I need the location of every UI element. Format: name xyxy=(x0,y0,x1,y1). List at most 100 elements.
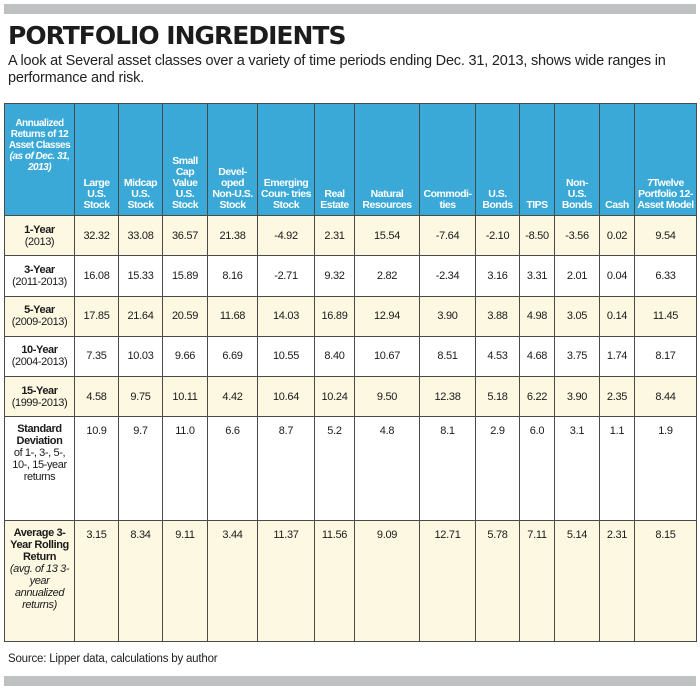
table-cell: 0.04 xyxy=(599,255,635,297)
table-cell: 4.98 xyxy=(519,295,555,337)
table-row: Average 3-Year Rolling Return (avg. of 13… xyxy=(4,520,697,642)
table-cell: 10.9 xyxy=(74,416,119,522)
table-cell: 3.1 xyxy=(554,416,600,522)
table-cell: 9.75 xyxy=(118,376,163,418)
table-cell: -2.34 xyxy=(419,255,476,297)
table-cell: 36.57 xyxy=(162,214,208,257)
table-cell: 7.11 xyxy=(519,520,555,642)
table-cell: 10.55 xyxy=(257,335,315,378)
column-header: Devel- oped Non-U.S. Stock xyxy=(207,103,258,216)
table-cell: 10.64 xyxy=(257,376,315,418)
row-label-note: (avg. of 13 3-year annualized returns) xyxy=(9,563,70,612)
table-cell: 0.14 xyxy=(599,295,635,337)
table-cell: 8.44 xyxy=(634,376,697,418)
corner-header: Annualized Returns of 12 Asset Classes (… xyxy=(4,103,75,216)
page-title: PORTFOLIO INGREDIENTS xyxy=(8,21,346,50)
table-cell: 9.66 xyxy=(162,335,208,378)
table-cell: 11.45 xyxy=(634,295,697,337)
column-header: Non- U.S. Bonds xyxy=(554,103,600,216)
table-cell: 16.89 xyxy=(314,295,355,337)
table-row: Standard Deviation of 1-, 3-, 5-, 10-, 15… xyxy=(4,416,697,522)
table-cell: 4.53 xyxy=(475,335,520,378)
table-cell: -8.50 xyxy=(519,214,555,257)
table-cell: 5.78 xyxy=(475,520,520,642)
column-header: Emerging Coun- tries Stock xyxy=(257,103,315,216)
table-cell: 12.94 xyxy=(354,295,420,337)
table-cell: 3.15 xyxy=(74,520,119,642)
row-label-sub: (2011-2013) xyxy=(12,275,67,288)
table-cell: -3.56 xyxy=(554,214,600,257)
row-label: 3-Year (2011-2013) xyxy=(4,255,75,297)
column-header: Cash xyxy=(599,103,635,216)
page-subtitle: A look at Several asset classes over a v… xyxy=(8,53,666,86)
table-cell: 33.08 xyxy=(118,214,163,257)
table-cell: 9.7 xyxy=(118,416,163,522)
table-cell: 5.18 xyxy=(475,376,520,418)
table-cell: 2.35 xyxy=(599,376,635,418)
row-label-sub: of 1-, 3-, 5-, 10-, 15-year returns xyxy=(12,447,67,484)
table-cell: 15.54 xyxy=(354,214,420,257)
table-cell: -4.92 xyxy=(257,214,315,257)
table-cell: 8.34 xyxy=(118,520,163,642)
table-cell: 3.90 xyxy=(419,295,476,337)
table-cell: 6.22 xyxy=(519,376,555,418)
table-cell: 6.33 xyxy=(634,255,697,297)
table-cell: 2.9 xyxy=(475,416,520,522)
column-header: Midcap U.S. Stock xyxy=(118,103,163,216)
table-cell: 7.35 xyxy=(74,335,119,378)
table-cell: 9.11 xyxy=(162,520,208,642)
table-cell: 5.2 xyxy=(314,416,355,522)
table-cell: 20.59 xyxy=(162,295,208,337)
table-cell: 3.75 xyxy=(554,335,600,378)
table-cell: 2.82 xyxy=(354,255,420,297)
row-label-sub: (2004-2013) xyxy=(11,356,68,369)
table-cell: 0.02 xyxy=(599,214,635,257)
source-note: Source: Lipper data, calculations by aut… xyxy=(8,653,218,665)
table-cell: 2.31 xyxy=(314,214,355,257)
table-cell: 3.31 xyxy=(519,255,555,297)
table-row: 10-Year (2004-2013) 7.35 10.03 9.66 6.69 10.55… xyxy=(4,335,697,378)
table-cell: 12.71 xyxy=(419,520,476,642)
table-cell: 1.9 xyxy=(634,416,697,522)
table-cell: 9.09 xyxy=(354,520,420,642)
table-cell: 8.17 xyxy=(634,335,697,378)
table-cell: 10.11 xyxy=(162,376,208,418)
column-header: Natural Resources xyxy=(354,103,420,216)
table-cell: 5.14 xyxy=(554,520,600,642)
table-row: 15-Year (1999-2013) 4.58 9.75 10.11 4.42 10.64… xyxy=(4,376,697,418)
row-label-sub: (2009-2013) xyxy=(11,316,68,329)
corner-header-main: Annualized Returns of 12 Asset Classes xyxy=(8,118,71,151)
table-cell: 8.7 xyxy=(257,416,315,522)
returns-table: Annualized Returns of 12 Asset Classes (… xyxy=(4,103,697,642)
bottom-rule xyxy=(4,676,696,686)
table-cell: 16.08 xyxy=(74,255,119,297)
column-header: Commodi- ties xyxy=(419,103,476,216)
table-cell: -2.10 xyxy=(475,214,520,257)
table-cell: 6.0 xyxy=(519,416,555,522)
table-cell: 9.54 xyxy=(634,214,697,257)
table-cell: 21.38 xyxy=(207,214,258,257)
table-cell: 4.42 xyxy=(207,376,258,418)
table-cell: 8.1 xyxy=(419,416,476,522)
table-cell: 4.8 xyxy=(354,416,420,522)
row-label: 1-Year (2013) xyxy=(4,214,75,257)
table-cell: 11.0 xyxy=(162,416,208,522)
table-cell: 6.69 xyxy=(207,335,258,378)
row-label: 10-Year (2004-2013) xyxy=(4,335,75,378)
column-header: U.S. Bonds xyxy=(475,103,520,216)
row-label-main: Standard Deviation xyxy=(16,423,63,448)
column-header: Real Estate xyxy=(314,103,355,216)
row-label-main: Average 3-Year Rolling Return xyxy=(10,527,69,564)
table-cell: 3.05 xyxy=(554,295,600,337)
table-cell: 14.03 xyxy=(257,295,315,337)
table-row: 1-Year (2013) 32.32 33.08 36.57 21.38 -4.92 2.3… xyxy=(4,214,697,257)
table-cell: 2.01 xyxy=(554,255,600,297)
row-label-main: 5-Year xyxy=(24,304,55,317)
table-cell: 1.74 xyxy=(599,335,635,378)
row-label-sub: (2013) xyxy=(24,235,55,248)
table-cell: -2.71 xyxy=(257,255,315,297)
table-cell: 15.89 xyxy=(162,255,208,297)
table-cell: 1.1 xyxy=(599,416,635,522)
corner-header-note: (as of Dec. 31, 2013) xyxy=(9,151,70,173)
top-rule xyxy=(4,4,696,14)
